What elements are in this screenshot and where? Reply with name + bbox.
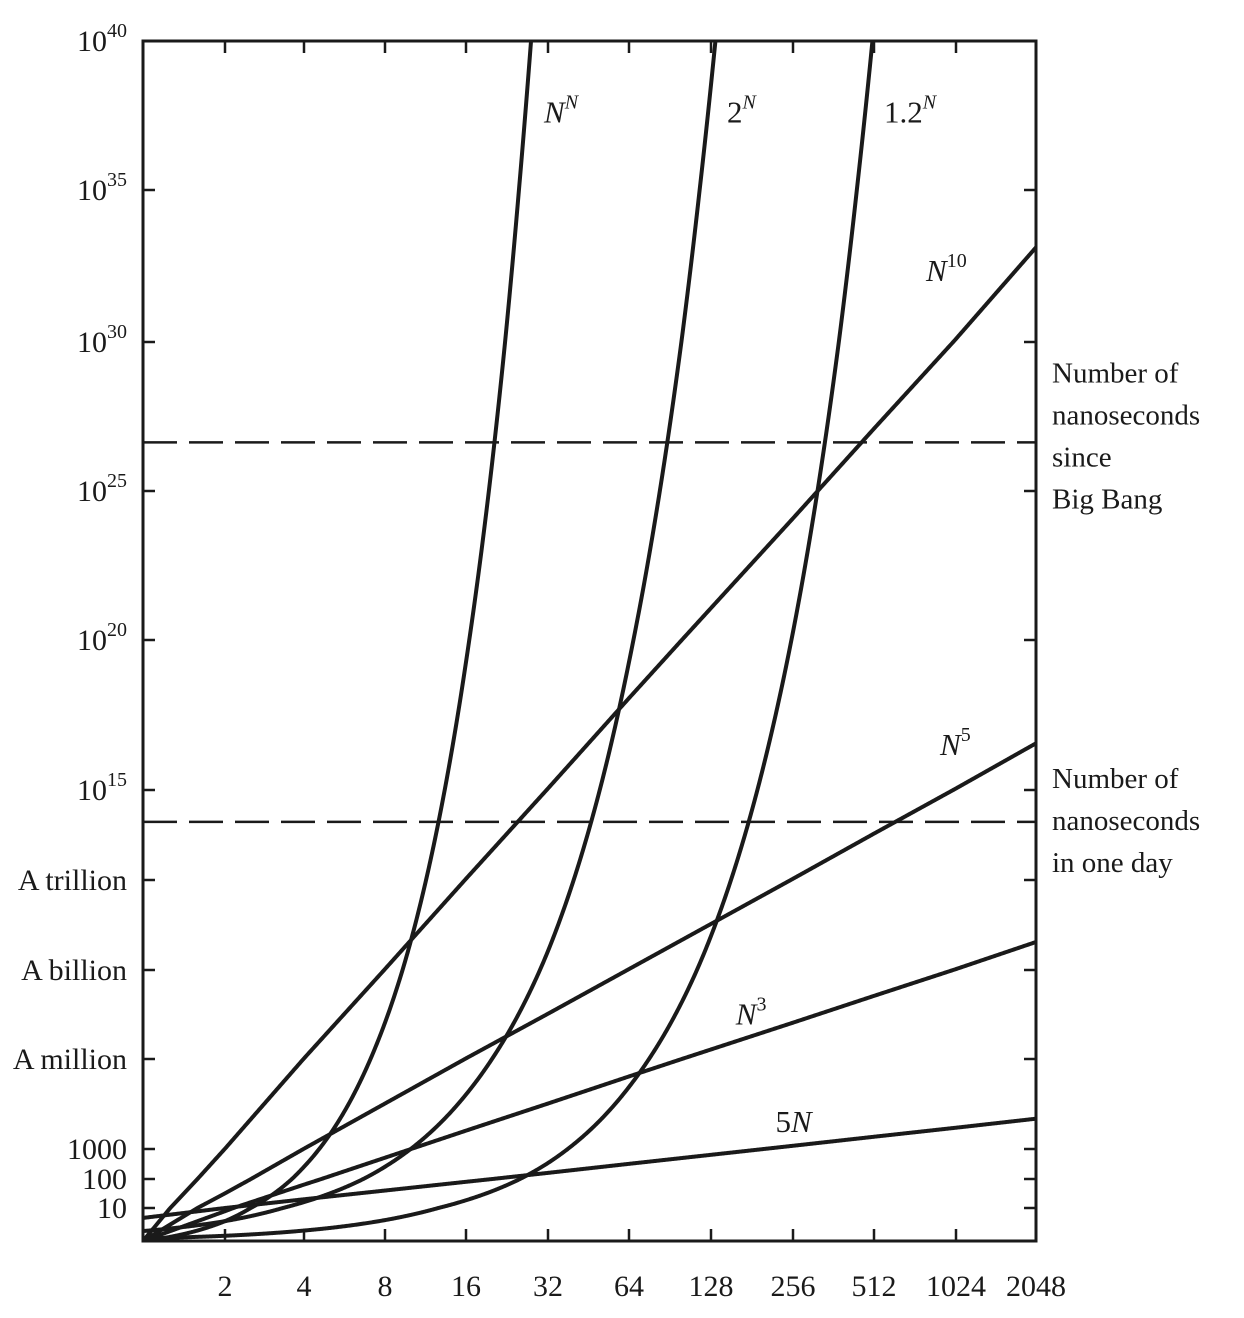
- series-line-5n: [143, 1116, 1036, 1220]
- y-tick-label: 10: [97, 1192, 127, 1225]
- series-line-2-n: [143, 41, 718, 1234]
- series-line-n-3: [143, 940, 1036, 1241]
- y-tick-label: 1025: [77, 470, 127, 508]
- y-tick-label: 1000: [67, 1133, 127, 1166]
- y-tick-label: 1020: [77, 619, 127, 657]
- y-tick-label: A trillion: [18, 864, 127, 897]
- y-tick-label: 1030: [77, 321, 127, 359]
- y-tick-label: 1015: [77, 769, 127, 807]
- ref-label-line: nanoseconds: [1052, 399, 1200, 431]
- ref-label-line: Number of: [1052, 763, 1179, 795]
- y-tick-label: 1040: [77, 20, 127, 58]
- x-tick-label: 128: [689, 1270, 734, 1303]
- y-tick-label: A billion: [21, 954, 127, 987]
- x-tick-label: 2048: [1006, 1270, 1066, 1303]
- ref-label-line: Number of: [1052, 357, 1179, 389]
- ref-label-line: in one day: [1052, 847, 1173, 879]
- x-tick-label: 16: [451, 1270, 481, 1303]
- x-tick-label: 32: [533, 1270, 563, 1303]
- series-line-n-5: [143, 741, 1036, 1241]
- ref-label-line: Big Bang: [1052, 483, 1162, 515]
- x-tick-label: 4: [297, 1270, 312, 1303]
- ref-label-line: since: [1052, 441, 1112, 473]
- series-line-n-10: [143, 246, 1036, 1241]
- series-label-n-3: N3: [735, 994, 767, 1032]
- x-tick-label: 2: [218, 1270, 233, 1303]
- series-line-n-n: [143, 41, 534, 1241]
- reference-lines: [143, 441, 1036, 824]
- x-tick-label: 512: [852, 1270, 897, 1303]
- series-label-n-5: N5: [939, 724, 971, 762]
- x-tick-label: 256: [771, 1270, 816, 1303]
- y-tick-label: A million: [13, 1043, 127, 1076]
- y-tick-label: 1035: [77, 169, 127, 207]
- y-tick-label: 100: [82, 1163, 127, 1196]
- series-label-n-n: NN: [543, 92, 580, 130]
- x-tick-label: 64: [614, 1270, 644, 1303]
- x-tick-label: 1024: [926, 1270, 986, 1303]
- series-label-5n: 5N: [776, 1104, 815, 1139]
- series-label-1.2-n: 1.2N: [884, 92, 938, 130]
- series-label-n-10: N10: [925, 250, 967, 288]
- labels: Number of nanoseconds since Big Bang Number …: [13, 20, 1200, 1303]
- series-layer: [143, 41, 1036, 1241]
- series-label-2-n: 2N: [727, 92, 758, 130]
- axis-ticks: [143, 39, 1038, 1241]
- ref-label-line: nanoseconds: [1052, 805, 1200, 837]
- plot-frame: [141, 39, 1038, 1243]
- series-line-1.2-n: [143, 41, 875, 1241]
- x-tick-label: 8: [378, 1270, 393, 1303]
